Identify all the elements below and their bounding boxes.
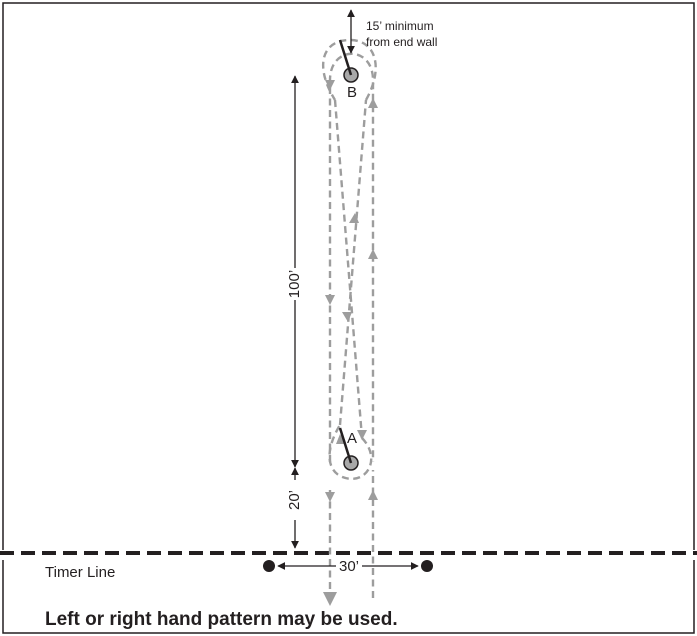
outer-loop-around-b [321,38,377,101]
arrow-exit [323,592,337,606]
cross-path-1 [338,99,368,426]
dimension-20-label: 20’ [286,490,303,510]
arena-boundary-bottom [2,560,695,634]
end-wall-note-line2: from end wall [366,35,437,49]
pole-a-marker [338,427,353,464]
arrow-right-lane-3 [368,490,378,500]
arrow-right-lane-1 [368,98,378,108]
arrow-left-top [325,80,335,90]
pole-b-marker [338,39,353,76]
cross-path-2 [333,99,364,439]
arrow-cross-up [349,213,359,223]
dimension-100-label: 100’ [286,270,303,298]
end-wall-note-line1: 15’ minimum [366,19,434,33]
dimension-30-label: 30’ [339,558,359,575]
arena-boundary [2,2,695,550]
path-arrows [323,80,378,606]
timer-line-label: Timer Line [45,564,115,581]
timer-marker-left [263,560,275,572]
arrow-left-lane-2 [325,492,335,502]
loop-around-b [328,52,375,462]
pole-a-label: A [347,430,357,447]
arrow-a-right [357,430,367,440]
run-path [321,38,377,605]
arrow-left-lane-1 [325,295,335,305]
arrow-right-lane-2 [368,249,378,259]
footer-note: Left or right hand pattern may be used. [45,609,398,630]
arrow-cross-down [342,312,352,322]
pole-b-label: B [347,84,357,101]
timer-marker-right [421,560,433,572]
